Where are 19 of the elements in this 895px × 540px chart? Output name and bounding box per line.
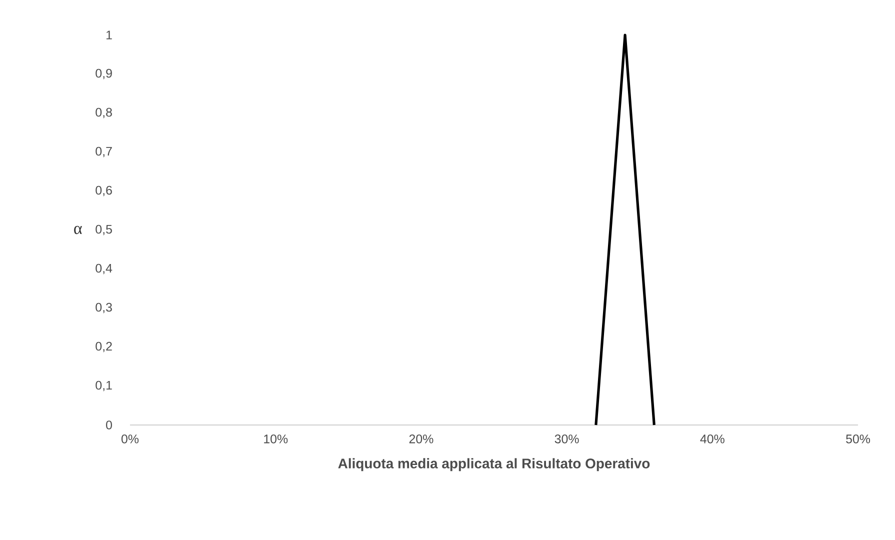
x-tick-label: 20% [409,434,434,444]
y-tick-label: 0,2 [96,342,112,352]
y-tick-label: 0,9 [96,68,112,80]
x-tick-label: 0% [121,434,139,444]
x-tick-label: 40% [700,434,724,444]
y-tick-label: 0,6 [96,186,112,196]
x-tick-label: 50% [846,434,870,444]
y-tick-label: 0,7 [96,146,112,158]
y-tick-label: 0,3 [96,302,112,314]
y-tick-label: 0,5 [96,224,112,236]
y-axis-title: α [74,226,82,234]
x-axis-title: Aliquota media applicata al Risultato Operativo [338,458,650,472]
x-tick-label: 30% [554,434,579,444]
x-tick-label: 10% [264,434,288,444]
y-tick-label: 0,8 [96,108,112,118]
y-tick-label: 0 [106,420,112,430]
y-tick-label: 0,4 [96,264,112,274]
y-tick-label: 0,1 [96,380,112,392]
y-tick-label: 1 [106,30,112,40]
